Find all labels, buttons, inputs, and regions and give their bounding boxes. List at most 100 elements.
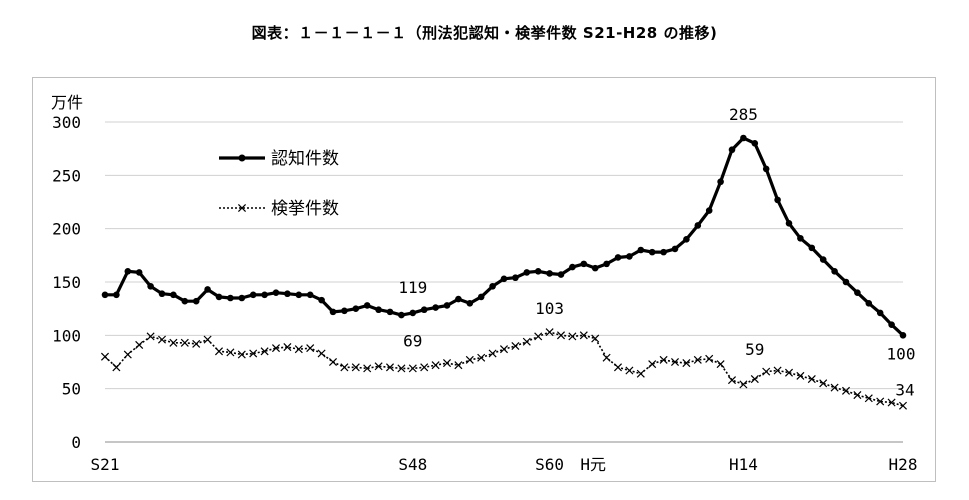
data-point	[100, 352, 110, 361]
y-tick-label: 250	[52, 166, 81, 185]
data-point	[192, 339, 201, 348]
data-point	[648, 248, 656, 256]
data-point	[842, 278, 850, 286]
y-tick-label: 50	[62, 380, 81, 399]
legend-label: 検挙件数	[271, 199, 339, 219]
series-line	[105, 136, 905, 337]
data-point	[499, 345, 509, 354]
data-point	[385, 363, 395, 372]
data-point	[180, 338, 189, 347]
x-tick-label: H28	[889, 455, 918, 474]
data-point	[101, 291, 109, 299]
y-tick-label: 300	[52, 113, 81, 132]
data-point	[169, 338, 178, 347]
data-point	[648, 360, 657, 369]
series-cleared	[100, 328, 908, 410]
data-point	[397, 364, 406, 373]
legend-item: 認知件数	[219, 149, 339, 169]
data-point	[352, 305, 360, 312]
data-point	[591, 334, 600, 343]
data-point	[351, 363, 360, 372]
data-point	[705, 354, 714, 363]
data-point	[670, 357, 680, 367]
data-point	[796, 371, 805, 380]
data-point	[819, 256, 827, 263]
data-label: 103	[535, 299, 564, 318]
data-point	[261, 291, 268, 299]
data-point	[374, 362, 383, 371]
data-point	[465, 355, 474, 364]
data-point	[740, 134, 747, 142]
data-point	[523, 269, 531, 276]
data-label: 100	[887, 344, 916, 363]
data-point	[807, 375, 816, 384]
data-point	[591, 264, 599, 272]
data-point	[295, 291, 303, 299]
y-axis-label: 万件	[51, 93, 83, 112]
x-tick-labels: S21 S48 S60 H元 H14 H28	[91, 455, 918, 474]
data-point	[420, 306, 428, 314]
x-tick-label: H元	[580, 455, 606, 474]
data-point	[249, 349, 258, 358]
data-point	[227, 294, 234, 302]
data-point	[557, 271, 565, 278]
y-tick-label: 100	[52, 326, 81, 345]
legend-marker	[238, 154, 246, 162]
data-point	[237, 350, 246, 359]
data-point	[831, 268, 838, 275]
legend-marker	[237, 203, 247, 213]
data-point	[363, 302, 371, 309]
data-point	[113, 291, 120, 299]
x-tick-label: H14	[729, 455, 758, 474]
data-point	[716, 360, 725, 369]
x-tick-label: S48	[398, 455, 427, 474]
data-point	[272, 289, 280, 296]
data-point	[215, 293, 223, 301]
data-point	[398, 311, 405, 319]
data-point	[569, 263, 576, 271]
data-point	[192, 297, 200, 305]
data-point	[785, 220, 793, 227]
data-point	[602, 353, 611, 362]
data-point	[442, 359, 452, 368]
data-point	[203, 335, 212, 344]
data-point	[500, 275, 508, 283]
y-tick-label: 200	[52, 220, 81, 239]
data-point	[260, 347, 269, 356]
chart-title: 図表：１－１－１－１（刑法犯認知・検挙件数 S21-H28 の推移)	[251, 24, 718, 42]
data-point	[671, 245, 679, 253]
data-point	[341, 307, 348, 315]
data-point	[693, 355, 702, 364]
data-point	[773, 366, 782, 375]
data-point	[774, 196, 781, 204]
data-point	[887, 398, 896, 407]
data-point	[864, 394, 873, 403]
data-point	[637, 246, 645, 254]
data-point	[534, 332, 543, 341]
data-point	[238, 294, 246, 302]
series-line	[104, 331, 904, 407]
data-point	[124, 268, 132, 275]
y-tick-label: 150	[52, 273, 81, 292]
data-point	[181, 297, 189, 305]
data-point	[294, 345, 303, 354]
data-label: 119	[398, 278, 427, 297]
data-point	[146, 332, 155, 341]
data-point	[830, 383, 839, 392]
data-point	[819, 379, 828, 388]
data-point	[386, 308, 394, 316]
data-point	[580, 260, 588, 268]
data-point	[841, 386, 851, 395]
data-label: 34	[895, 381, 914, 400]
data-point	[318, 296, 325, 304]
data-point	[614, 254, 622, 261]
data-point	[762, 165, 770, 173]
data-point	[249, 291, 257, 299]
data-point	[443, 302, 451, 309]
data-point	[147, 282, 154, 290]
legend-item: 検挙件数	[219, 199, 339, 219]
data-point	[431, 361, 440, 370]
series-recognized	[101, 134, 907, 339]
data-label: 59	[745, 340, 764, 359]
